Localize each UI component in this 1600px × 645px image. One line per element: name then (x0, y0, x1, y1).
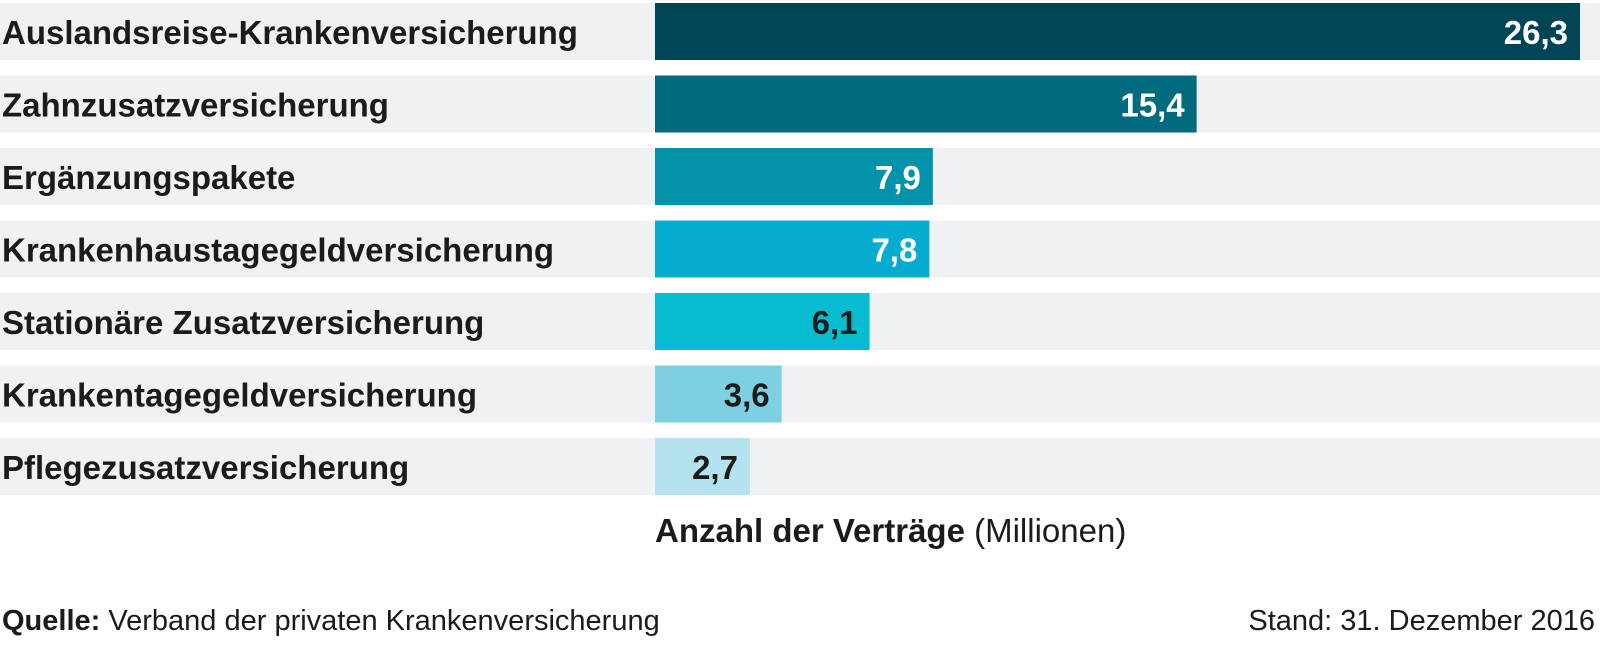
source-label: Quelle: (2, 605, 101, 637)
category-label: Krankenhaustagegeldversicherung (2, 232, 554, 269)
value-label: 6,1 (812, 304, 858, 341)
bar (655, 148, 933, 205)
category-label: Zahnzusatzversicherung (2, 87, 389, 124)
category-label: Pflegezusatzversicherung (2, 449, 409, 486)
bar (655, 365, 782, 423)
bar-chart: Auslandsreise-Krankenversicherung 26,3 Zah… (0, 3, 1600, 495)
x-axis-label-unit: (Millionen) (974, 512, 1127, 549)
source-text: Verband der privaten Krankenversicherung (108, 605, 660, 637)
value-label: 26,3 (1504, 14, 1568, 51)
category-label: Krankentagegeldversicherung (2, 377, 477, 414)
value-label: 7,8 (871, 232, 917, 269)
value-label: 2,7 (692, 449, 738, 486)
value-label: 3,6 (724, 377, 770, 414)
bar (655, 75, 1197, 133)
value-label: 15,4 (1120, 87, 1185, 124)
bar (655, 220, 930, 278)
bar (655, 3, 1580, 60)
category-label: Stationäre Zusatzversicherung (2, 304, 484, 341)
source-note: Quelle: Verband der privaten Krankenvers… (2, 605, 660, 638)
bar (655, 293, 870, 350)
x-axis-label: Anzahl der Verträge (Millionen) (655, 512, 1126, 550)
value-label: 7,9 (875, 159, 921, 196)
row-background (0, 365, 1600, 423)
date-note: Stand: 31. Dezember 2016 (1248, 605, 1595, 637)
category-label: Ergänzungspakete (2, 159, 295, 196)
row-background (0, 438, 1600, 495)
category-label: Auslandsreise-Krankenversicherung (2, 14, 578, 51)
chart-rows: Auslandsreise-Krankenversicherung 26,3 Zah… (0, 3, 1600, 495)
x-axis-label-title: Anzahl der Verträge (655, 512, 965, 549)
bar (655, 438, 750, 495)
